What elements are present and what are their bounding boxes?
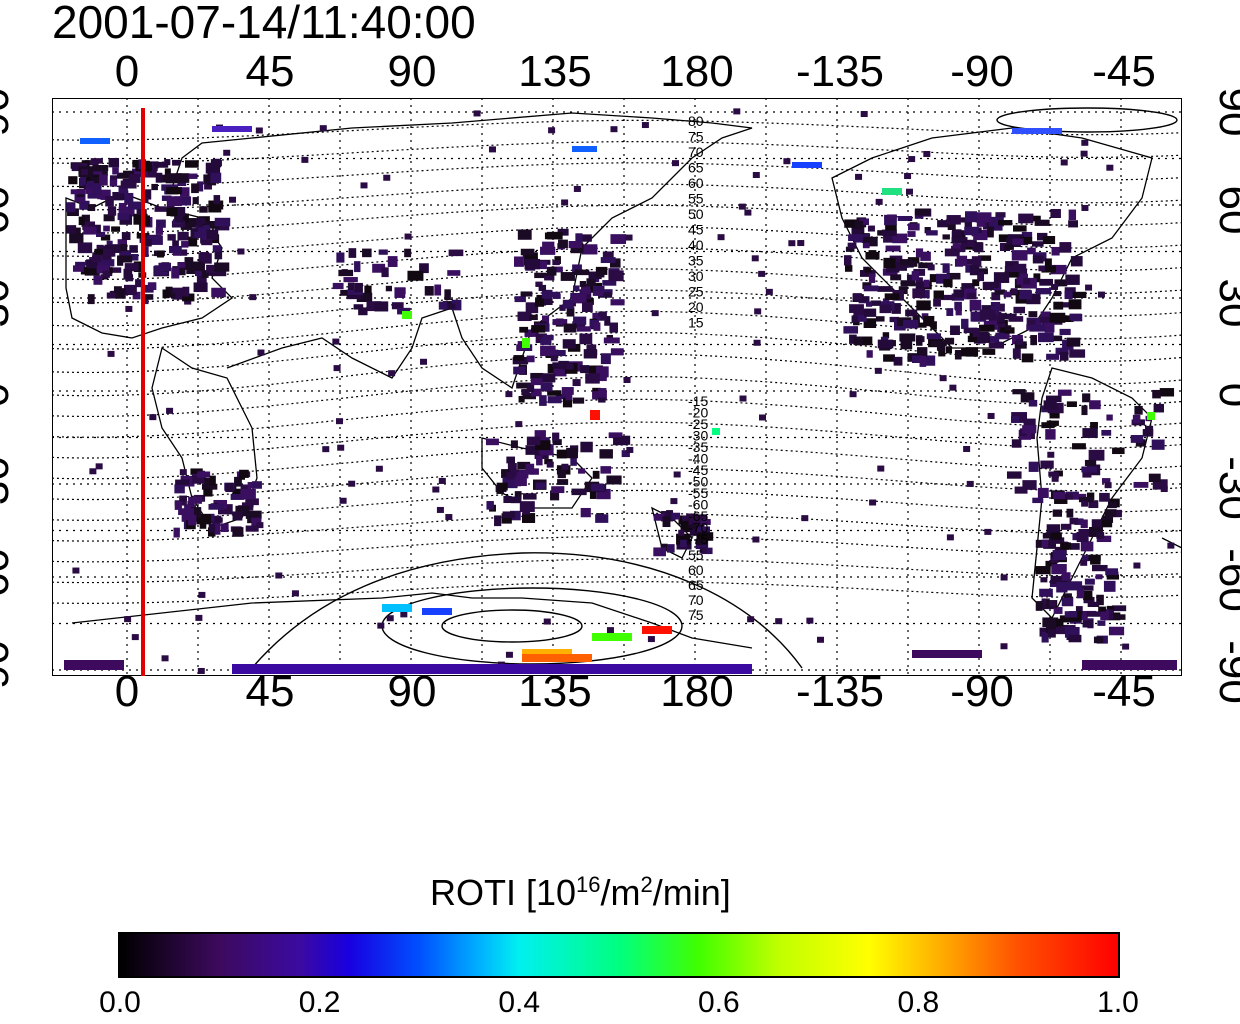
colorbar-title-suffix: /min] (652, 872, 731, 913)
roti-observation-patches (64, 108, 1177, 674)
page-title: 2001-07-14/11:40:00 (52, 0, 476, 48)
contour-label: 35 (688, 253, 704, 269)
contour-label: -30 (688, 428, 708, 444)
contour-label: 15 (688, 315, 704, 331)
lon-tick-label: -45 (1092, 667, 1156, 716)
lon-tick-label: 0 (114, 47, 140, 96)
contour-label: -50 (688, 474, 708, 490)
lat-tick-label: 90 (1210, 87, 1240, 137)
contour-label: 30 (688, 268, 704, 284)
lat-tick-label: 90 (0, 87, 18, 137)
contour-label: 55 (688, 191, 704, 207)
contour-label: 20 (688, 299, 704, 315)
contour-label: 60 (688, 562, 704, 578)
contour-label: 65 (688, 577, 704, 593)
contour-label: 45 (688, 222, 704, 238)
map-grid (52, 98, 1182, 676)
colorbar-tick-label: 0.8 (897, 986, 940, 1019)
lon-tick-label: 90 (387, 47, 437, 96)
lon-tick-label: 45 (245, 667, 295, 716)
contour-label: 40 (688, 237, 704, 253)
colorbar-title-exponent: 16 (576, 872, 601, 897)
colorbar-tick-label: 0.2 (298, 986, 341, 1019)
colorbar-title-prefix: ROTI [10 (430, 872, 577, 913)
roti-world-map: 8075706560555045403530252015-15-20-25-30… (52, 98, 1182, 676)
contour-label: -45 (688, 462, 708, 478)
lat-tick-label: 60 (0, 185, 18, 235)
contour-label: 25 (688, 284, 704, 300)
contour-label: -20 (688, 405, 708, 421)
contour-label: -60 (688, 497, 708, 513)
contour-label: 50 (688, 206, 704, 222)
lon-tick-label: -45 (1092, 47, 1156, 96)
contour-label: -40 (688, 451, 708, 467)
lon-tick-label: 135 (518, 667, 592, 716)
lat-tick-label: -30 (1210, 456, 1240, 520)
contour-label: -65 (688, 508, 708, 524)
lon-tick-label: -90 (950, 47, 1014, 96)
lat-tick-label: -60 (1210, 548, 1240, 612)
colorbar-tick-label: 0.4 (498, 986, 541, 1019)
colorbar (118, 932, 1120, 978)
contour-label: -75 (688, 531, 708, 547)
colorbar-title: ROTI [1016/m2/min] (430, 872, 731, 914)
lon-tick-label: 0 (114, 667, 140, 716)
colorbar-tick-label: 0.6 (697, 986, 740, 1019)
lon-tick-label: 90 (387, 667, 437, 716)
contour-label: 80 (688, 113, 704, 129)
lat-tick-label: 30 (0, 278, 18, 328)
contour-label: 55 (688, 547, 704, 563)
contour-label: 65 (688, 160, 704, 176)
colorbar-tick-label: 0.0 (99, 986, 141, 1019)
contour-labels: 8075706560555045403530252015-15-20-25-30… (688, 113, 708, 623)
colorbar-title-squared: 2 (640, 872, 653, 897)
lon-tick-label: 135 (518, 47, 592, 96)
lat-tick-label: 0 (0, 383, 18, 407)
contour-label: -35 (688, 439, 708, 455)
contour-label: -25 (688, 416, 708, 432)
lat-tick-label: -90 (1210, 640, 1240, 704)
contour-label: -15 (688, 393, 708, 409)
lat-tick-label: 30 (1210, 278, 1240, 328)
contour-label: 75 (688, 129, 704, 145)
contour-label: -55 (688, 485, 708, 501)
contour-label: 70 (688, 592, 704, 608)
lon-tick-label: -135 (795, 667, 885, 716)
contour-label: 60 (688, 175, 704, 191)
lon-tick-label: 180 (660, 47, 734, 96)
colorbar-tick-label: 1.0 (1097, 986, 1139, 1019)
contour-label: -70 (688, 520, 708, 536)
colorbar-title-mid: /m (600, 872, 641, 913)
lat-tick-label: -60 (0, 548, 18, 612)
lat-tick-label: -30 (0, 456, 18, 520)
lon-tick-label: -135 (795, 47, 885, 96)
lon-tick-label: -90 (950, 667, 1014, 716)
contour-label: 75 (688, 607, 704, 623)
lon-tick-label: 45 (245, 47, 295, 96)
lat-tick-label: -90 (0, 640, 18, 704)
lon-tick-label: 180 (660, 667, 734, 716)
lat-tick-label: 0 (1210, 383, 1240, 407)
lat-tick-label: 60 (1210, 185, 1240, 235)
contour-label: 70 (688, 144, 704, 160)
